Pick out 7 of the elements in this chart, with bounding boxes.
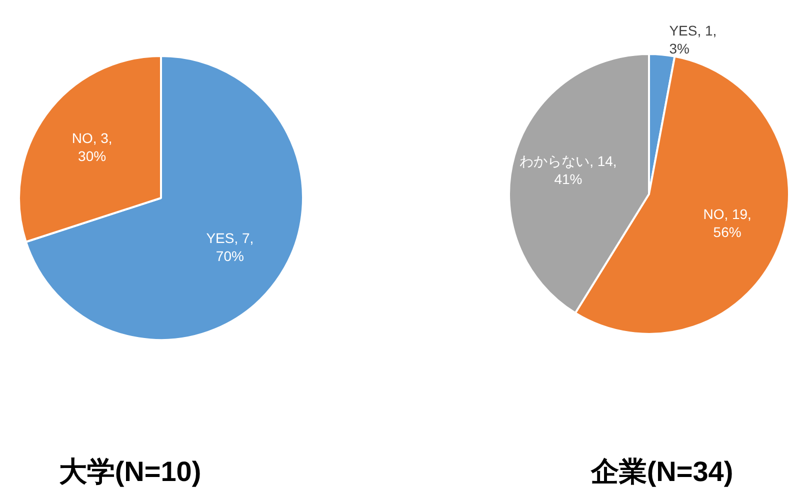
text: 企業(N=34)	[590, 456, 734, 487]
slice-label: YES, 1, 3%	[669, 22, 717, 57]
slice-label: YES, 7, 70%	[206, 230, 254, 264]
slice-label: NO, 3, 30%	[72, 130, 112, 164]
slice-label: NO, 19, 56%	[703, 206, 752, 240]
text: 大学(N=10)	[58, 456, 202, 487]
slice-label: わからない, 14, 41%	[520, 152, 617, 187]
